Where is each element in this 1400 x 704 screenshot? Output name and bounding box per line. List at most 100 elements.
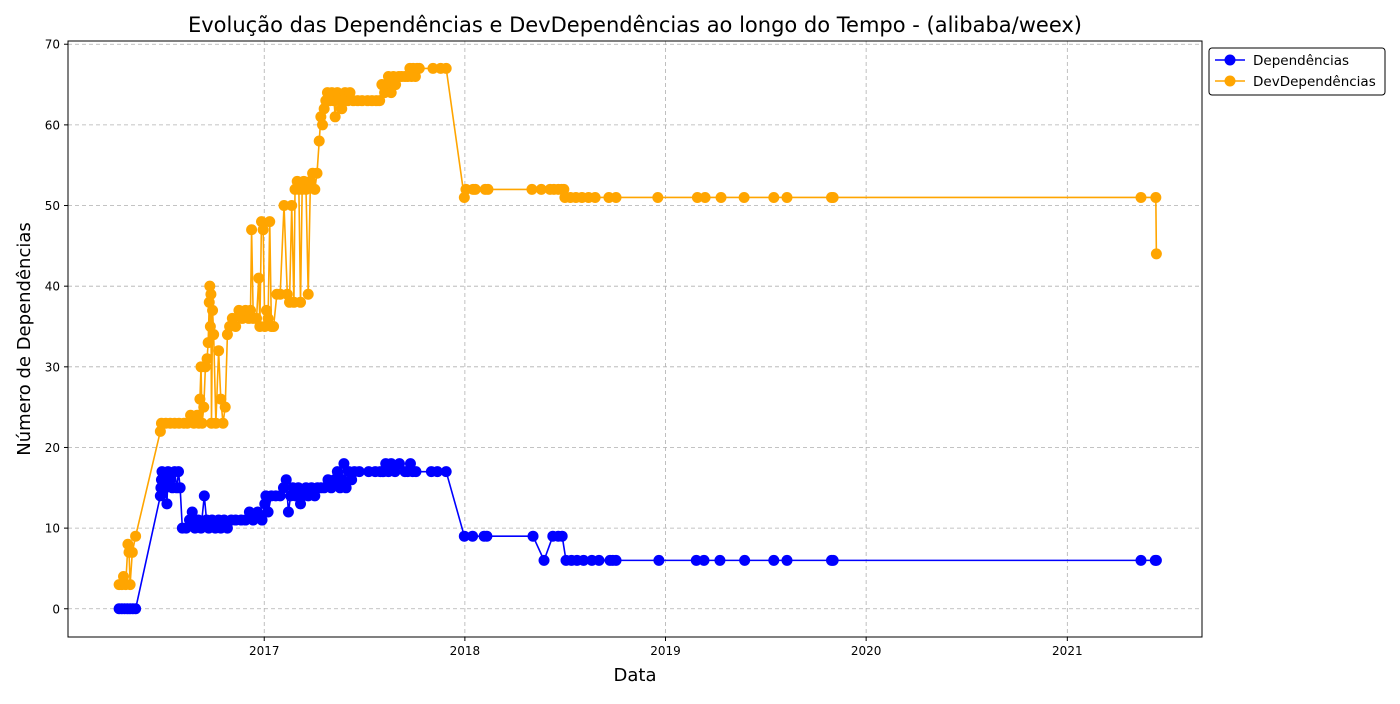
data-point-dependencias: [1135, 554, 1147, 566]
data-point-devdependencias: [313, 135, 325, 147]
data-point-devdependencias: [268, 321, 280, 332]
data-point-dependencias: [280, 474, 292, 486]
data-point-devdependencias: [208, 329, 220, 341]
data-point-dependencias: [556, 530, 568, 542]
legend-label-devdependencias: DevDependências: [1253, 74, 1376, 90]
data-point-dependencias: [714, 554, 726, 566]
data-point-dependencias: [739, 554, 751, 566]
data-point-devdependencias: [610, 191, 622, 203]
data-point-devdependencias: [691, 191, 703, 203]
data-point-devdependencias: [230, 321, 242, 332]
data-point-devdependencias: [535, 183, 547, 195]
data-point-devdependencias: [219, 401, 231, 413]
data-point-dependencias: [481, 530, 493, 542]
data-point-devdependencias: [738, 191, 750, 203]
data-point-dependencias: [172, 466, 184, 478]
axis-layer: 2017 2018 2019 2020 2021 0 10 20 30 40 50 60 70: [45, 38, 1083, 658]
data-point-devdependencias: [440, 62, 452, 74]
data-point-devdependencias: [309, 183, 321, 195]
data-point-devdependencias: [300, 183, 312, 195]
data-point-dependencias: [186, 506, 198, 518]
data-point-devdependencias: [122, 538, 134, 550]
data-point-dependencias: [130, 603, 142, 615]
x-tick-label: 2018: [450, 644, 481, 658]
y-tick-label: 0: [52, 602, 60, 616]
data-point-devdependencias: [311, 167, 323, 179]
data-point-dependencias: [389, 466, 401, 478]
data-point-dependencias: [690, 554, 702, 566]
y-tick-label: 60: [45, 118, 60, 132]
y-tick-label: 10: [45, 522, 60, 536]
legend: Dependências DevDependências: [1208, 47, 1386, 96]
data-point-devdependencias: [1150, 191, 1162, 203]
data-point-devdependencias: [427, 62, 439, 74]
data-point-devdependencias: [827, 191, 839, 203]
data-point-devdependencias: [1150, 248, 1162, 260]
data-point-devdependencias: [699, 191, 711, 203]
data-point-devdependencias: [126, 546, 138, 558]
data-point-devdependencias: [207, 304, 219, 316]
data-point-devdependencias: [768, 191, 780, 203]
data-point-dependencias: [458, 530, 470, 542]
data-point-devdependencias: [196, 417, 208, 429]
data-point-devdependencias: [278, 200, 290, 212]
data-point-devdependencias: [204, 280, 216, 292]
data-point-dependencias: [282, 506, 294, 518]
data-point-dependencias: [1150, 554, 1162, 566]
data-point-devdependencias: [482, 183, 494, 195]
data-point-devdependencias: [205, 288, 217, 300]
data-point-dependencias: [198, 490, 210, 502]
data-point-dependencias: [610, 554, 622, 566]
legend-marker-dependencias: [1224, 54, 1236, 66]
data-point-dependencias: [331, 466, 343, 478]
data-point-devdependencias: [202, 337, 214, 349]
data-point-dependencias: [252, 506, 264, 518]
data-point-dependencias: [154, 490, 166, 502]
data-point-dependencias: [578, 554, 590, 566]
data-point-devdependencias: [130, 530, 142, 542]
data-point-devdependencias: [295, 296, 307, 308]
data-point-dependencias: [593, 554, 605, 566]
data-point-devdependencias: [198, 401, 210, 413]
data-point-devdependencias: [246, 224, 258, 236]
data-point-dependencias: [256, 514, 268, 526]
data-point-devdependencias: [589, 191, 601, 203]
grid-layer: [68, 41, 1202, 637]
data-point-devdependencias: [385, 87, 397, 99]
data-point-devdependencias: [124, 579, 136, 591]
data-point-devdependencias: [1135, 191, 1147, 203]
legend-label-dependencias: Dependências: [1253, 53, 1349, 69]
data-point-devdependencias: [526, 183, 538, 195]
data-point-dependencias: [781, 554, 793, 566]
data-point-devdependencias: [652, 191, 664, 203]
data-point-devdependencias: [154, 425, 166, 437]
y-tick-label: 50: [45, 199, 60, 213]
data-point-dependencias: [340, 482, 352, 494]
data-point-devdependencias: [286, 200, 298, 212]
legend-box: [1208, 47, 1386, 96]
data-point-dependencias: [262, 506, 274, 518]
data-point-devdependencias: [317, 119, 328, 131]
data-point-devdependencias: [201, 353, 213, 365]
data-point-devdependencias: [329, 111, 341, 123]
x-axis-label: Data: [614, 665, 657, 686]
data-point-dependencias: [527, 530, 539, 542]
data-point-dependencias: [338, 458, 350, 470]
data-point-dependencias: [410, 466, 422, 478]
data-point-devdependencias: [215, 393, 227, 405]
data-point-dependencias: [174, 482, 186, 494]
data-point-devdependencias: [469, 183, 481, 195]
chart-title: Evolução das Dependências e DevDependênc…: [188, 13, 1082, 37]
data-point-dependencias: [440, 466, 452, 478]
data-point-dependencias: [431, 466, 443, 478]
data-point-devdependencias: [781, 191, 793, 203]
data-point-dependencias: [653, 554, 665, 566]
data-point-dependencias: [538, 554, 550, 566]
data-point-dependencias: [161, 498, 173, 510]
data-point-dependencias: [195, 522, 207, 534]
x-tick-label: 2017: [249, 644, 280, 658]
data-point-devdependencias: [264, 216, 276, 228]
